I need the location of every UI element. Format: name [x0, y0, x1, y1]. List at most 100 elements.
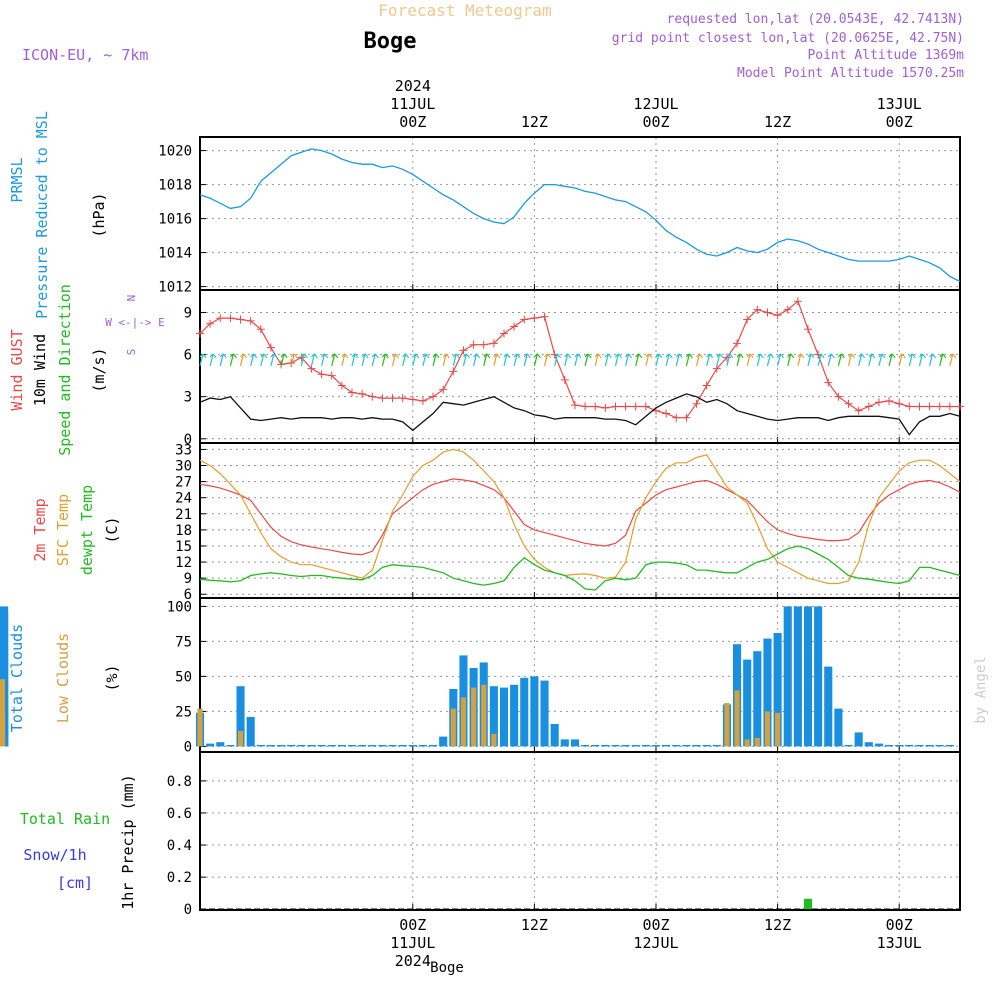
- total-cloud-bar: [499, 687, 509, 747]
- total-cloud-bar: [307, 745, 316, 747]
- total-cloud-bar: [540, 680, 549, 747]
- total-cloud-bar: [287, 745, 296, 747]
- gust-marker: [925, 402, 934, 411]
- dewpt-line: [199, 545, 961, 591]
- gust-marker: [753, 305, 762, 314]
- panel-frame: [199, 751, 961, 911]
- total-clouds-label: Total Clouds: [8, 624, 26, 732]
- wind-unit: (m/s): [90, 347, 108, 392]
- wind-direction-arrow: [260, 353, 268, 366]
- total-cloud-bar: [327, 745, 336, 747]
- y-tick-label: 6: [184, 587, 192, 603]
- total-cloud-bar: [297, 745, 306, 747]
- gust-marker: [631, 402, 640, 411]
- low-clouds-label: Low Clouds: [54, 633, 72, 723]
- rain-label: Total Rain: [20, 810, 110, 828]
- gust-marker: [337, 381, 346, 390]
- wind-direction-arrow: [827, 353, 835, 366]
- low-cloud-bar: [724, 703, 730, 747]
- y-tick-label: 0: [184, 432, 192, 448]
- gust-marker: [895, 399, 904, 408]
- y-tick-label: 100: [167, 599, 192, 615]
- wind-direction-arrow: [554, 353, 562, 366]
- wind-direction-arrow: [290, 353, 298, 366]
- gust-marker: [915, 402, 924, 411]
- wind-direction-arrow: [777, 353, 785, 366]
- y-tick-label: 0.2: [167, 870, 192, 886]
- total-cloud-bar: [773, 633, 782, 747]
- footer-location: Boge: [430, 960, 464, 976]
- total-cloud-bar: [844, 745, 853, 747]
- y-tick-label: 0.6: [167, 806, 192, 822]
- wind-direction-arrow: [858, 353, 866, 366]
- pressure-label: PRMSL: [8, 157, 26, 202]
- top-time-label: 13JUL: [877, 95, 922, 113]
- low-cloud-bar: [491, 733, 497, 747]
- wind-direction-arrow: [564, 353, 572, 366]
- gust-marker: [540, 312, 549, 321]
- wind-direction-arrow: [341, 353, 349, 366]
- wind-direction-arrow: [908, 353, 916, 366]
- pressure-line: [199, 148, 961, 283]
- wind-direction-arrow: [726, 353, 734, 366]
- gust-marker: [641, 402, 650, 411]
- point-altitude: Point Altitude 1369m: [807, 48, 964, 63]
- total-cloud-bar: [277, 745, 286, 747]
- gust-marker: [378, 394, 387, 403]
- total-cloud-bar: [925, 745, 934, 747]
- gust-marker: [733, 339, 742, 348]
- bottom-time-label: 00Z: [642, 916, 669, 934]
- gust-marker: [236, 315, 245, 324]
- total-cloud-bar: [530, 676, 539, 747]
- gust-marker: [712, 364, 721, 373]
- low-cloud-bar: [775, 712, 781, 747]
- total-cloud-bar: [398, 745, 407, 747]
- bottom-time-label: 12JUL: [633, 934, 678, 952]
- gust-marker: [621, 402, 630, 411]
- wind-direction-arrow: [706, 353, 714, 366]
- wind-direction-arrow: [787, 353, 795, 366]
- gust-marker: [864, 402, 873, 411]
- wind-direction-arrow: [270, 353, 278, 366]
- wind-direction-arrow: [797, 353, 805, 366]
- location-title: Boge: [364, 29, 417, 54]
- y-tick-label: 21: [175, 507, 192, 523]
- wind-direction-arrow: [381, 353, 389, 366]
- wind-direction-arrow: [300, 353, 308, 366]
- top-time-label: 12JUL: [633, 95, 678, 113]
- wind-direction-arrow: [250, 353, 258, 366]
- y-tick-label: 1020: [158, 144, 192, 160]
- bottom-time-label: 00Z: [886, 916, 913, 934]
- wind-direction-arrow: [513, 353, 521, 366]
- wind-direction-arrow: [229, 353, 237, 366]
- gust-marker: [500, 329, 508, 338]
- wind-direction-arrow: [503, 353, 511, 366]
- wind-direction-arrow: [422, 353, 430, 366]
- total-cloud-bar: [712, 745, 721, 747]
- total-cloud-bar: [672, 745, 681, 747]
- gust-marker: [905, 402, 914, 411]
- y-tick-label: 15: [175, 539, 192, 555]
- total-cloud-bar: [246, 717, 255, 747]
- wind-direction-arrow: [199, 353, 207, 366]
- total-cloud-bar: [570, 739, 579, 747]
- gust-marker: [449, 367, 458, 376]
- wind-direction-arrow: [473, 353, 481, 366]
- total-cloud-bar: [753, 651, 762, 747]
- y-tick-label: 30: [175, 459, 192, 475]
- wind-direction-arrow: [736, 353, 744, 366]
- wind-direction-arrow: [847, 353, 856, 366]
- bottom-time-label: 00Z: [399, 916, 426, 934]
- top-time-label: 11JUL: [390, 95, 435, 113]
- gust-marker: [520, 315, 529, 324]
- y-tick-label: 3: [184, 390, 192, 406]
- y-tick-label: 12: [175, 555, 192, 571]
- wind-direction-arrow: [929, 353, 937, 366]
- total-cloud-bar: [834, 708, 843, 747]
- y-tick-label: 1018: [158, 178, 192, 194]
- top-time-label: 00Z: [642, 113, 669, 131]
- total-cloud-bar: [611, 745, 620, 747]
- bottom-time-label: 12Z: [521, 916, 548, 934]
- gust-marker: [793, 297, 802, 306]
- total-cloud-bar: [692, 745, 701, 747]
